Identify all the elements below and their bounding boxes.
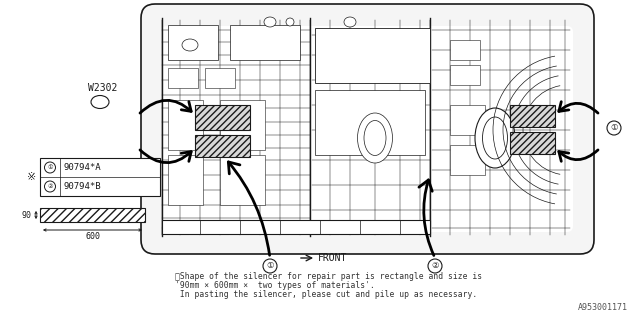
Text: FRONT: FRONT xyxy=(318,253,348,263)
FancyArrowPatch shape xyxy=(140,100,191,113)
Bar xyxy=(168,68,198,88)
FancyArrowPatch shape xyxy=(228,162,269,255)
FancyBboxPatch shape xyxy=(161,26,573,232)
Ellipse shape xyxy=(182,39,198,51)
Text: In pasting the silencer, please cut and pile up as necessary.: In pasting the silencer, please cut and … xyxy=(175,290,477,299)
Text: W2302: W2302 xyxy=(88,83,117,93)
Text: ②: ② xyxy=(431,261,439,270)
Bar xyxy=(40,158,160,196)
Text: ①: ① xyxy=(47,165,53,170)
Ellipse shape xyxy=(475,108,515,168)
Bar xyxy=(205,68,235,88)
FancyBboxPatch shape xyxy=(141,4,594,254)
Bar xyxy=(510,132,555,154)
Text: 90: 90 xyxy=(22,211,32,220)
Ellipse shape xyxy=(483,117,508,159)
Bar xyxy=(510,105,555,127)
Bar xyxy=(220,100,265,150)
Bar xyxy=(450,40,480,60)
Bar xyxy=(162,220,430,234)
Bar xyxy=(450,145,485,175)
Bar xyxy=(220,155,265,205)
Ellipse shape xyxy=(286,18,294,26)
Bar xyxy=(450,105,485,135)
Ellipse shape xyxy=(358,113,392,163)
Bar xyxy=(195,105,250,130)
Bar xyxy=(40,208,145,222)
Text: A953001171: A953001171 xyxy=(578,303,628,312)
Circle shape xyxy=(263,259,277,273)
Ellipse shape xyxy=(264,17,276,27)
Circle shape xyxy=(607,121,621,135)
Text: 600: 600 xyxy=(85,232,100,241)
Bar xyxy=(450,65,480,85)
Circle shape xyxy=(45,181,56,192)
Ellipse shape xyxy=(344,17,356,27)
Text: ①: ① xyxy=(266,261,274,270)
Text: 90794*B: 90794*B xyxy=(64,182,102,191)
Bar xyxy=(315,90,425,155)
Text: 90794*A: 90794*A xyxy=(64,163,102,172)
Text: ※Shape of the silencer for repair part is rectangle and size is: ※Shape of the silencer for repair part i… xyxy=(175,272,482,281)
Bar xyxy=(195,135,250,157)
Bar xyxy=(230,25,300,60)
FancyArrowPatch shape xyxy=(419,180,434,255)
FancyArrowPatch shape xyxy=(559,150,598,161)
Text: '90mm × 600mm ×  two types of materials'.: '90mm × 600mm × two types of materials'. xyxy=(175,281,375,290)
Text: ②: ② xyxy=(47,184,53,189)
Circle shape xyxy=(45,162,56,173)
Circle shape xyxy=(428,259,442,273)
Bar xyxy=(168,155,203,205)
Text: ①: ① xyxy=(611,124,618,132)
Bar xyxy=(168,25,218,60)
Bar xyxy=(315,28,430,83)
Text: ※: ※ xyxy=(28,172,36,182)
FancyArrowPatch shape xyxy=(140,150,191,163)
Ellipse shape xyxy=(364,121,386,156)
FancyArrowPatch shape xyxy=(559,102,598,113)
Bar xyxy=(168,100,203,150)
Ellipse shape xyxy=(91,95,109,108)
